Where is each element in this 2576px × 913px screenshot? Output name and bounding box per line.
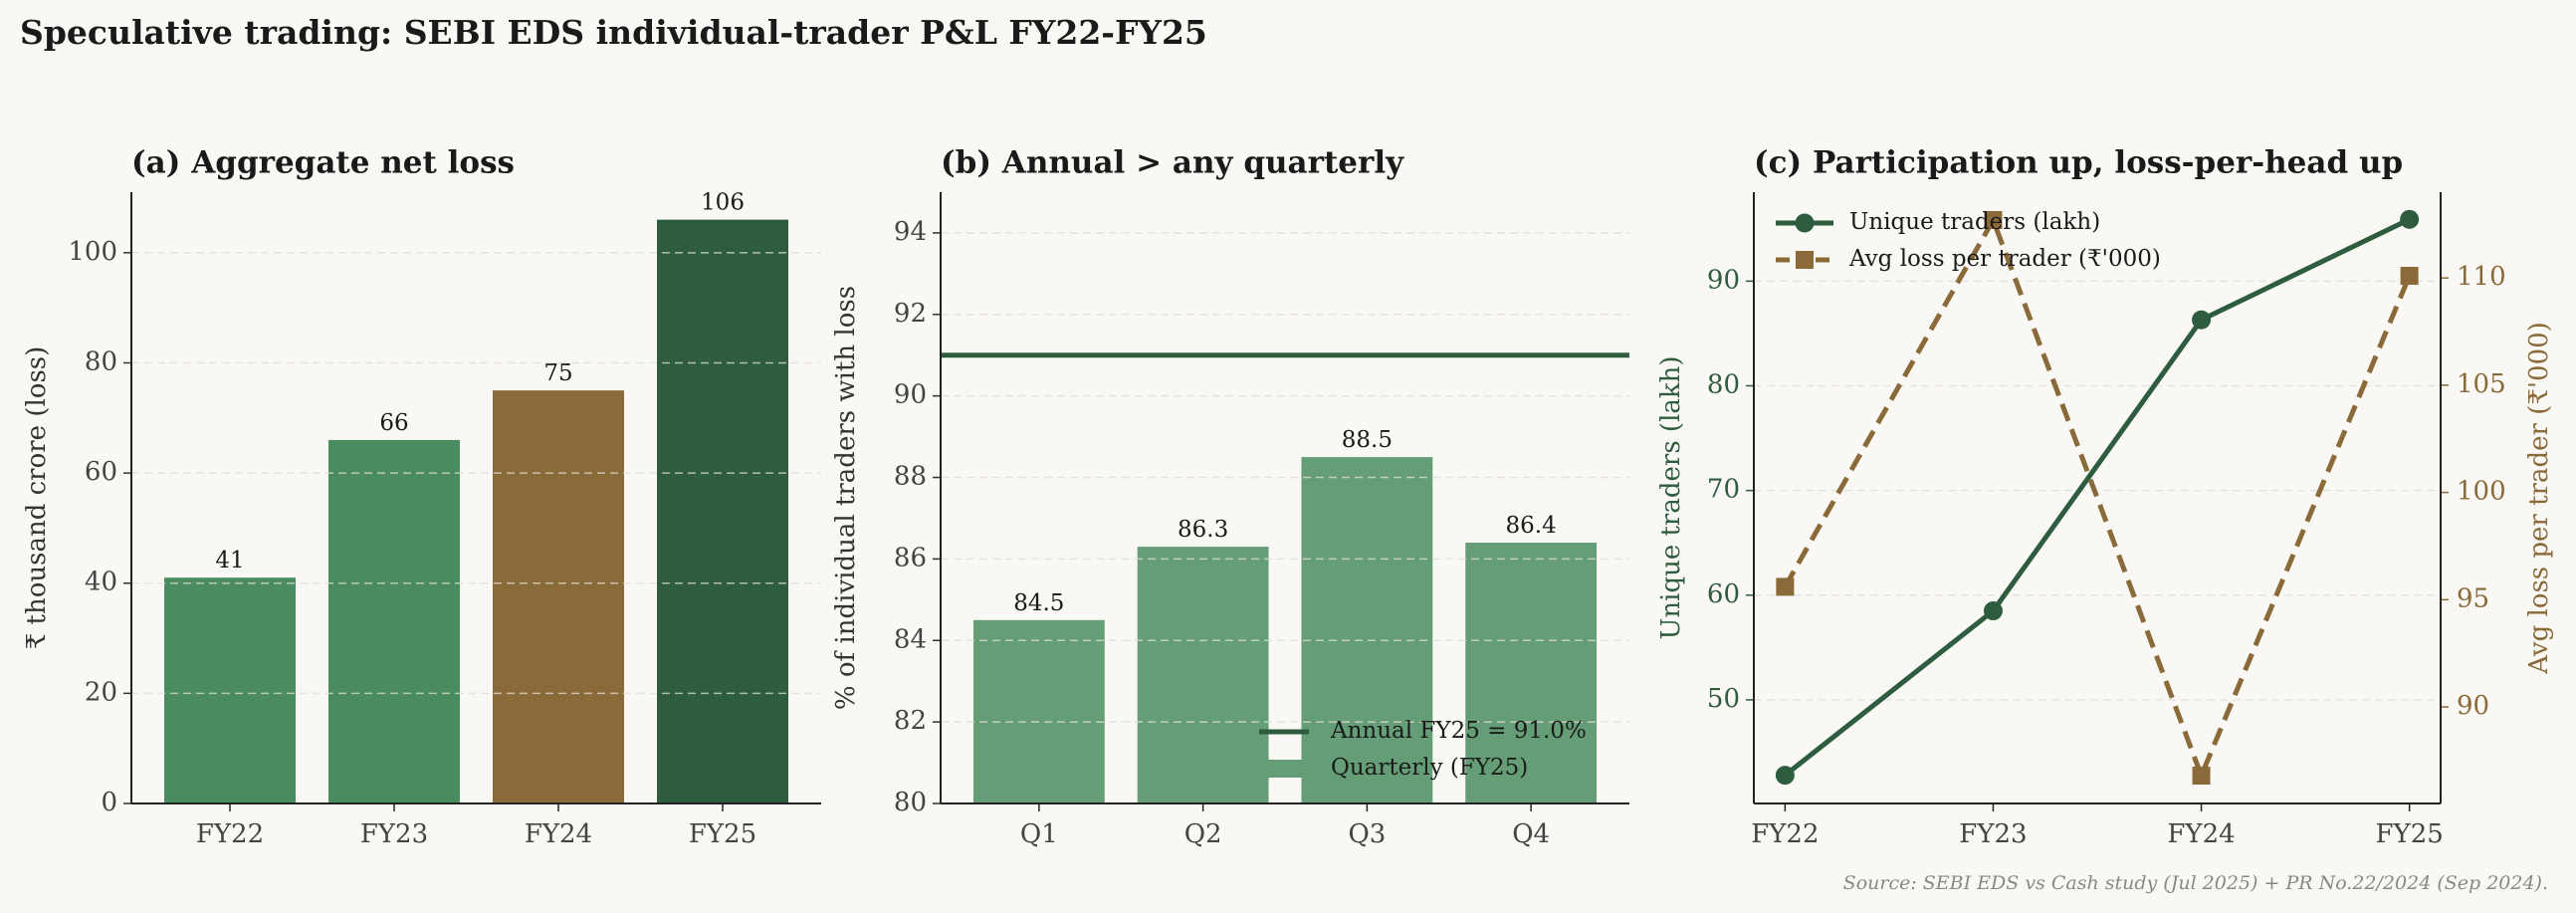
- x-tick-label: FY22: [196, 819, 264, 849]
- bar: [1301, 457, 1433, 803]
- marker: [1775, 766, 1795, 786]
- y-tick-label: 80: [1707, 370, 1740, 400]
- legend-swatch: [1259, 760, 1309, 778]
- bar: [328, 439, 460, 803]
- bar: [164, 577, 296, 803]
- value-label: 86.4: [1506, 513, 1557, 539]
- marker: [2192, 766, 2211, 785]
- bar: [1137, 547, 1269, 803]
- y-tick-label: 84: [894, 624, 927, 654]
- x-tick-label: Q2: [1184, 819, 1222, 849]
- bar: [972, 619, 1105, 803]
- value-label: 106: [701, 190, 745, 216]
- y2-axis-label: Avg loss per trader (₹'000): [2524, 322, 2554, 675]
- y2-tick-label: 95: [2457, 583, 2489, 613]
- y-tick-label: 82: [894, 706, 927, 736]
- y-tick-label: 86: [894, 543, 927, 572]
- legend-label: Unique traders (lakh): [1849, 209, 2100, 235]
- y2-tick-label: 90: [2457, 691, 2489, 721]
- y-tick-label: 92: [894, 299, 927, 329]
- chart-title: (c) Participation up, loss-per-head up: [1754, 145, 2403, 181]
- y-tick-label: 90: [1707, 265, 1740, 295]
- y-axis-label: ₹ thousand crore (loss): [22, 346, 52, 650]
- x-tick-label: FY23: [1959, 819, 2027, 849]
- value-label: 88.5: [1342, 427, 1393, 453]
- x-tick-label: FY25: [689, 819, 756, 849]
- marker: [2400, 267, 2419, 286]
- x-tick-label: Q3: [1348, 819, 1386, 849]
- y-tick-label: 50: [1707, 684, 1740, 714]
- y-tick-label: 0: [101, 788, 117, 817]
- line-series: [1783, 217, 2411, 778]
- x-tick-label: FY23: [360, 819, 428, 849]
- value-label: 86.3: [1178, 517, 1228, 543]
- x-tick-label: Q1: [1020, 819, 1058, 849]
- marker: [1984, 211, 2003, 230]
- source-note: Source: SEBI EDS vs Cash study (Jul 2025…: [1843, 872, 2548, 894]
- x-tick-label: FY24: [2167, 819, 2235, 849]
- bar: [657, 219, 788, 803]
- value-label: 41: [215, 548, 244, 573]
- bar: [493, 390, 624, 803]
- y-tick-label: 88: [894, 462, 927, 492]
- y-tick-label: 100: [68, 237, 117, 267]
- marker: [1776, 577, 1795, 596]
- figure-title: Speculative trading: SEBI EDS individual…: [20, 13, 1207, 52]
- y2-tick-label: 100: [2457, 477, 2506, 507]
- value-label: 84.5: [1013, 590, 1064, 616]
- x-tick-label: Q4: [1512, 819, 1550, 849]
- y-tick-label: 94: [894, 217, 927, 247]
- y-axis-label: Unique traders (lakh): [1656, 355, 1686, 639]
- x-tick-label: FY24: [525, 819, 592, 849]
- y2-tick-label: 110: [2457, 262, 2506, 292]
- y-tick-label: 80: [894, 788, 927, 817]
- y-axis-label: % of individual traders with loss: [831, 286, 861, 710]
- legend-marker: [1796, 251, 1814, 269]
- chart-title: (b) Annual > any quarterly: [941, 145, 1404, 181]
- chart-title: (a) Aggregate net loss: [131, 145, 515, 181]
- line-series: [1783, 214, 2412, 783]
- y-tick-label: 70: [1707, 475, 1740, 505]
- y-tick-label: 40: [85, 568, 117, 597]
- marker: [1983, 601, 2003, 621]
- value-label: 75: [543, 360, 572, 386]
- x-tick-label: FY25: [2375, 819, 2443, 849]
- y2-tick-label: 105: [2457, 369, 2506, 399]
- legend-label: Quarterly (FY25): [1331, 755, 1528, 781]
- y-tick-label: 80: [85, 346, 117, 376]
- x-tick-label: FY22: [1751, 819, 1819, 849]
- bar: [1465, 543, 1598, 803]
- y-tick-label: 90: [894, 380, 927, 410]
- y-tick-label: 60: [85, 457, 117, 487]
- legend-marker: [1795, 213, 1815, 233]
- marker: [2192, 310, 2212, 330]
- value-label: 66: [379, 410, 408, 436]
- y-tick-label: 60: [1707, 579, 1740, 609]
- y-tick-label: 20: [85, 677, 117, 707]
- legend-label: Annual FY25 = 91.0%: [1330, 718, 1587, 744]
- legend-label: Avg loss per trader (₹'000): [1848, 246, 2161, 272]
- marker: [2400, 209, 2420, 229]
